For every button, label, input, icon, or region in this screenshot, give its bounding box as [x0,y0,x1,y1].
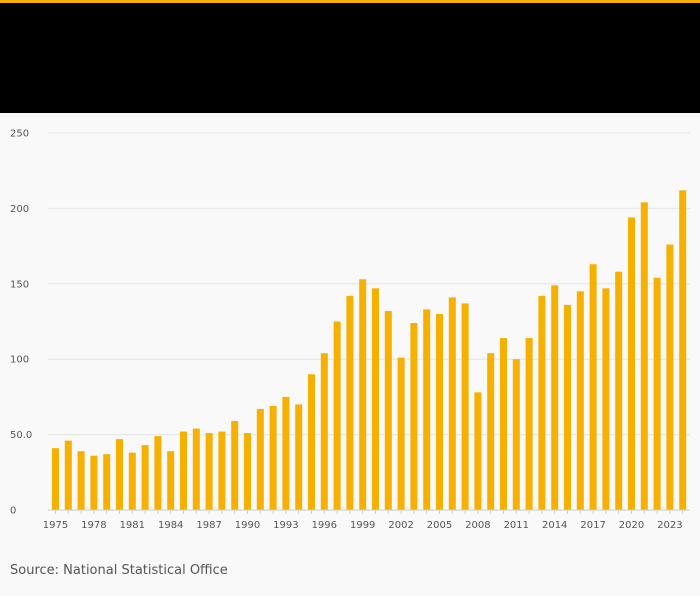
bar-2022 [653,277,661,510]
header-band [0,3,700,113]
top-accent-stripe [0,0,700,3]
bar-1988 [218,431,226,510]
bar-1984 [167,451,175,510]
bar-1976 [64,440,72,510]
bar-2018 [602,288,610,510]
bar-2004 [423,309,431,510]
bar-1977 [77,451,85,510]
bar-1996 [320,353,328,510]
bar-1983 [154,436,162,510]
bar-2024 [679,190,687,510]
x-tick-label: 2023 [657,520,682,531]
y-axis-ticks: 0 50.0 100 150 200 250 [10,129,32,517]
bar-2005 [436,313,443,510]
x-tick-label: 1990 [235,520,260,531]
bar-2015 [564,304,571,510]
bar-2012 [525,338,533,510]
bar-1980 [116,439,123,510]
bar-2021 [640,202,648,511]
bar-2002 [397,357,405,510]
y-tick-label: 250 [10,129,29,140]
bar-1978 [90,455,98,510]
bar-2006 [448,297,456,510]
bar-1982 [141,445,149,510]
bar-2010 [500,338,507,510]
bar-1998 [346,295,354,510]
bar-1992 [269,405,277,510]
x-tick-label: 2020 [619,520,644,531]
bar-1979 [103,454,111,510]
bar-chart: 0 50.0 100 150 200 250 1975 1978 1981 1984 1987 19… [0,113,700,553]
bar-1986 [192,428,200,510]
bar-2001 [384,310,392,510]
x-tick-label: 1975 [43,520,68,531]
bar-2009 [487,353,495,510]
y-tick-label: 50.0 [10,430,32,441]
bar-1975 [52,448,59,510]
x-tick-label: 1999 [350,520,375,531]
x-tick-label: 2002 [388,520,413,531]
bar-2023 [666,244,674,511]
bar-1997 [333,321,341,510]
x-tick-label: 1993 [273,520,298,531]
bar-2008 [474,392,482,510]
y-tick-label: 0 [10,506,16,517]
y-tick-label: 200 [10,204,29,215]
bar-1990 [244,433,251,510]
x-tick-label: 2011 [504,520,529,531]
bar-1995 [308,374,315,510]
x-tick-label: 2014 [542,520,567,531]
bar-2017 [589,264,597,510]
bar-1994 [295,404,303,510]
source-note: Source: National Statistical Office [10,563,228,578]
x-tick-label: 2005 [427,520,452,531]
bar-2019 [615,271,623,510]
bar-2020 [628,217,635,510]
x-tick-label: 2008 [465,520,490,531]
x-axis-ticks: 1975 1978 1981 1984 1987 1990 1993 1996 1999 2002… [43,510,684,531]
bar-2013 [538,295,546,510]
bar-2014 [551,285,559,510]
y-tick-label: 150 [10,279,29,290]
x-tick-label: 1978 [81,520,106,531]
bar-2007 [461,303,469,510]
bars [52,190,687,511]
bar-1991 [256,408,264,510]
bar-2016 [576,291,584,510]
bar-2011 [512,359,520,510]
bar-2000 [372,288,379,510]
bar-2003 [410,323,418,510]
bar-1987 [205,433,213,510]
bar-1993 [282,396,290,510]
x-tick-label: 2017 [580,520,605,531]
x-tick-label: 1987 [196,520,221,531]
x-tick-label: 1981 [120,520,145,531]
y-tick-label: 100 [10,355,29,366]
x-tick-label: 1984 [158,520,183,531]
bar-1985 [180,431,187,510]
bar-1989 [231,421,239,510]
bar-1981 [128,452,136,510]
bar-1999 [359,279,367,510]
x-tick-label: 1996 [312,520,337,531]
